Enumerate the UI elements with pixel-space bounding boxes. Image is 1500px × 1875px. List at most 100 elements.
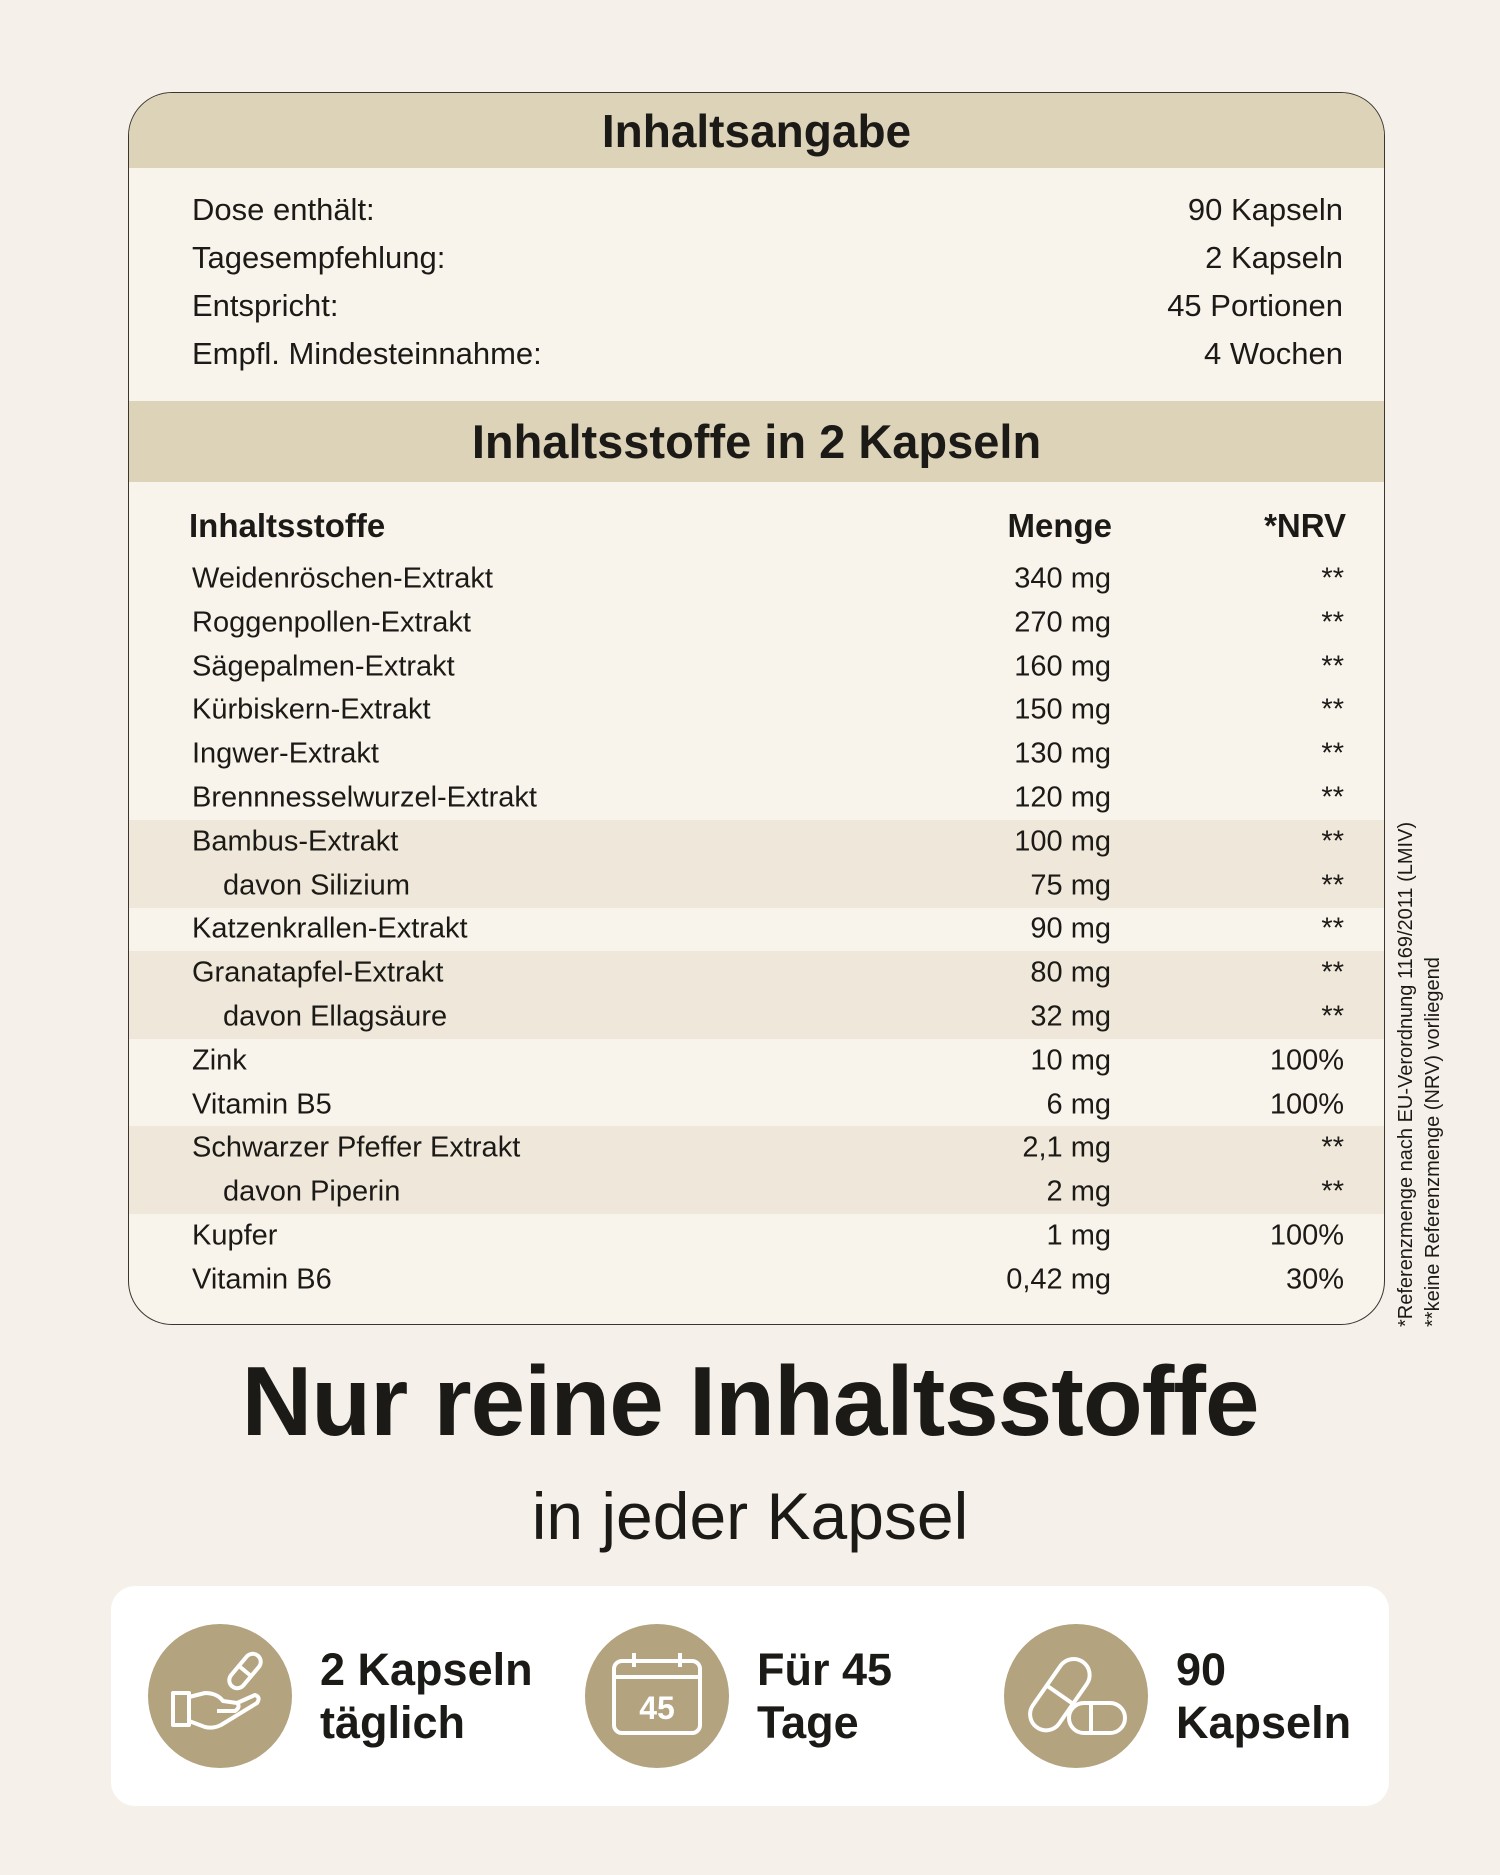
table-row: Katzenkrallen-Extrakt 90 mg **: [129, 907, 1384, 951]
table-row: Sägepalmen-Extrakt 160 mg **: [129, 645, 1384, 689]
ingredient-amount: 160 mg: [1014, 650, 1111, 683]
table-row: Granatapfel-Extrakt 80 mg **: [129, 951, 1384, 996]
ingredient-amount: 270 mg: [1014, 606, 1111, 639]
capsules-icon: [1004, 1624, 1148, 1768]
ingredient-amount: 6 mg: [1046, 1088, 1111, 1121]
ingredient-amount: 2 mg: [1046, 1175, 1111, 1208]
ingredient-amount: 130 mg: [1014, 737, 1111, 770]
ingredient-amount: 0,42 mg: [1006, 1263, 1111, 1296]
info-label: Entspricht:: [192, 288, 339, 323]
table-row: Schwarzer Pfeffer Extrakt 2,1 mg **: [129, 1126, 1384, 1171]
footnote-no-nrv: **keine Referenzmenge (NRV) vorliegend: [1422, 957, 1444, 1327]
ingredient-name: Bambus-Extrakt: [192, 825, 399, 858]
feature-days-line2: Tage: [757, 1697, 859, 1748]
nutrition-card: Inhaltsangabe Dose enthält: 90 Kapseln Tag…: [128, 92, 1385, 1325]
ingredient-amount: 2,1 mg: [1022, 1131, 1111, 1164]
ingredient-nrv: **: [1321, 1131, 1344, 1164]
info-label: Tagesempfehlung:: [192, 240, 446, 275]
ingredient-nrv: **: [1321, 956, 1344, 989]
info-label: Empfl. Mindesteinnahme:: [192, 336, 542, 371]
info-row: Empfl. Mindesteinnahme: 4 Wochen: [192, 330, 1343, 378]
ingredient-name: Weidenröschen-Extrakt: [192, 562, 493, 595]
table-row: Brennnesselwurzel-Extrakt 120 mg **: [129, 776, 1384, 820]
headline: Nur reine Inhaltsstoffe: [241, 1346, 1259, 1456]
info-value: 90 Kapseln: [1187, 192, 1343, 227]
footnote-nrv: *Referenzmenge nach EU-Verordnung 1169/2…: [1395, 821, 1417, 1327]
ingredient-amount: 90 mg: [1030, 912, 1111, 945]
ingredient-amount: 75 mg: [1030, 869, 1111, 902]
table-row: Vitamin B5 6 mg 100%: [129, 1083, 1384, 1127]
info-value: 2 Kapseln: [1205, 240, 1343, 275]
info-value: 4 Wochen: [1203, 336, 1343, 371]
feature-days-line1: Für 45: [757, 1644, 893, 1695]
feature-daily: 2 Kapseln täglich: [148, 1586, 533, 1806]
info-label: Dose enthält:: [192, 192, 375, 227]
ingredient-name: Schwarzer Pfeffer Extrakt: [192, 1131, 521, 1164]
ingredient-amount: 120 mg: [1014, 781, 1111, 814]
calendar-icon: 45: [585, 1624, 729, 1768]
ingredient-nrv: 100%: [1269, 1044, 1344, 1077]
feature-daily-line1: 2 Kapseln: [320, 1644, 533, 1695]
info-row: Entspricht: 45 Portionen: [192, 282, 1343, 330]
ingredient-nrv: **: [1321, 869, 1344, 902]
ingredient-name: davon Piperin: [223, 1175, 401, 1208]
ingredient-nrv: **: [1321, 693, 1344, 726]
contents-title: Inhaltsangabe: [129, 93, 1384, 168]
table-header: Inhaltsstoffe Menge *NRV: [189, 501, 1346, 551]
table-row: Ingwer-Extrakt 130 mg **: [129, 732, 1384, 776]
feature-days: 45 Für 45 Tage: [585, 1586, 892, 1806]
ingredient-name: Granatapfel-Extrakt: [192, 956, 444, 989]
table-row: Bambus-Extrakt 100 mg **: [129, 819, 1384, 864]
ingredient-name: davon Ellagsäure: [223, 1000, 448, 1033]
table-row: davon Piperin 2 mg **: [129, 1170, 1384, 1215]
info-row: Dose enthält: 90 Kapseln: [192, 186, 1343, 234]
ingredient-nrv: **: [1321, 650, 1344, 683]
ingredient-nrv: **: [1321, 912, 1344, 945]
calendar-number: 45: [639, 1690, 675, 1726]
ingredient-amount: 1 mg: [1046, 1219, 1111, 1252]
table-row: Kupfer 1 mg 100%: [129, 1214, 1384, 1258]
table-row: Vitamin B6 0,42 mg 30%: [129, 1258, 1384, 1302]
ingredient-name: Vitamin B5: [192, 1088, 332, 1121]
ingredient-amount: 32 mg: [1030, 1000, 1111, 1033]
ingredient-name: Kürbiskern-Extrakt: [192, 693, 431, 726]
ingredient-amount: 80 mg: [1030, 956, 1111, 989]
ingredient-name: Roggenpollen-Extrakt: [192, 606, 471, 639]
ingredient-name: Zink: [192, 1044, 247, 1077]
ingredient-name: Vitamin B6: [192, 1263, 332, 1296]
ingredient-nrv: 100%: [1269, 1088, 1344, 1121]
ingredient-name: Sägepalmen-Extrakt: [192, 650, 455, 683]
ingredient-nrv: **: [1321, 562, 1344, 595]
ingredient-name: Brennnesselwurzel-Extrakt: [192, 781, 537, 814]
table-row: davon Silizium 75 mg **: [129, 863, 1384, 908]
ingredient-name: davon Silizium: [223, 869, 410, 902]
table-row: Roggenpollen-Extrakt 270 mg **: [129, 601, 1384, 645]
table-row: davon Ellagsäure 32 mg **: [129, 995, 1384, 1039]
ingredient-nrv: **: [1321, 1000, 1344, 1033]
ingredient-name: Kupfer: [192, 1219, 278, 1252]
ingredient-nrv: **: [1321, 781, 1344, 814]
feature-count-line2: Kapseln: [1176, 1697, 1352, 1748]
info-row: Tagesempfehlung: 2 Kapseln: [192, 234, 1343, 282]
ingredient-nrv: **: [1321, 1175, 1344, 1208]
feature-count: 90 Kapseln: [1004, 1586, 1351, 1806]
info-value: 45 Portionen: [1167, 288, 1343, 323]
feature-count-line1: 90: [1176, 1644, 1227, 1695]
ingredient-amount: 100 mg: [1014, 825, 1111, 858]
ingredient-nrv: **: [1321, 606, 1344, 639]
ingredient-amount: 150 mg: [1014, 693, 1111, 726]
ingredient-amount: 10 mg: [1030, 1044, 1111, 1077]
ingredient-nrv: **: [1321, 737, 1344, 770]
ingredients-title: Inhaltsstoffe in 2 Kapseln: [129, 401, 1384, 482]
hand-capsule-icon: [148, 1624, 292, 1768]
table-row: Weidenröschen-Extrakt 340 mg **: [129, 557, 1384, 601]
header-amount: Menge: [1007, 507, 1112, 544]
footnotes: *Referenzmenge nach EU-Verordnung 1169/2…: [1393, 822, 1447, 1327]
ingredient-name: Ingwer-Extrakt: [192, 737, 379, 770]
features-bar: 2 Kapseln täglich 45 Für 45 Tage 90 Kapseln: [111, 1586, 1389, 1806]
ingredient-nrv: 30%: [1285, 1263, 1344, 1296]
table-row: Kürbiskern-Extrakt 150 mg **: [129, 688, 1384, 732]
ingredient-nrv: 100%: [1269, 1219, 1344, 1252]
ingredient-amount: 340 mg: [1014, 562, 1111, 595]
header-nrv: *NRV: [1264, 507, 1346, 544]
